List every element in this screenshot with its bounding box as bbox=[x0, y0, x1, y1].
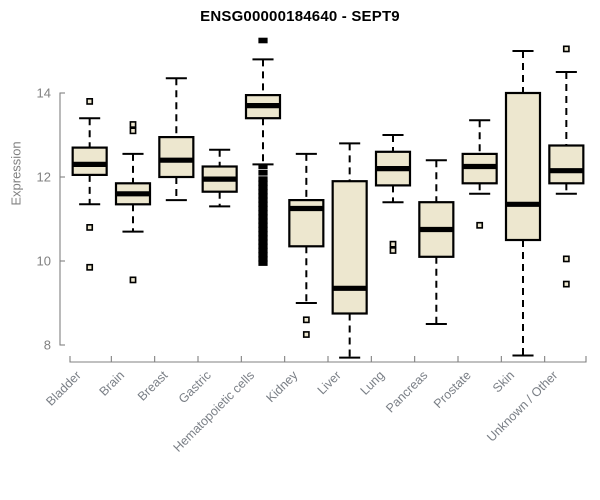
x-axis-category-label: Prostate bbox=[431, 368, 474, 411]
outlier-point bbox=[258, 37, 268, 44]
x-axis-category-label: Skin bbox=[490, 368, 517, 395]
x-axis-category-label: Brain bbox=[97, 368, 128, 399]
chart-title: ENSG00000184640 - SEPT9 bbox=[200, 8, 400, 25]
y-axis-tick-label: 12 bbox=[37, 170, 51, 185]
box-plot-group[interactable] bbox=[504, 50, 542, 357]
box-iqr[interactable] bbox=[548, 144, 585, 185]
y-axis-tick-label: 8 bbox=[44, 338, 51, 353]
outlier-point bbox=[562, 255, 570, 263]
y-axis-line bbox=[59, 92, 65, 346]
x-axis-category-label: Hematopoietic cells bbox=[171, 368, 258, 455]
y-axis-tick-label: 14 bbox=[37, 86, 51, 101]
outlier-point bbox=[258, 170, 268, 176]
box-iqr[interactable] bbox=[158, 136, 195, 179]
outlier-point bbox=[389, 240, 397, 248]
outlier-point bbox=[302, 316, 310, 324]
box-series bbox=[71, 37, 585, 359]
box-plot-group[interactable] bbox=[158, 77, 195, 202]
box-iqr[interactable] bbox=[504, 91, 542, 242]
outlier-point bbox=[129, 276, 137, 284]
box-plot-group[interactable] bbox=[374, 134, 412, 254]
x-axis-category-label: Breast bbox=[135, 368, 171, 404]
box-plot-group[interactable] bbox=[201, 148, 238, 208]
outlier-point bbox=[86, 224, 94, 231]
x-axis bbox=[69, 356, 587, 363]
box-iqr[interactable] bbox=[71, 146, 108, 177]
box-plot-group[interactable] bbox=[418, 159, 455, 325]
x-axis-category-label: Bladder bbox=[43, 368, 83, 408]
box-plot-group[interactable] bbox=[288, 152, 325, 338]
box-plot-group[interactable] bbox=[244, 37, 282, 266]
outlier-point bbox=[562, 280, 570, 288]
y-axis: 8 10 12 14 bbox=[37, 86, 65, 353]
box-plot-group[interactable] bbox=[331, 142, 368, 359]
outlier-point bbox=[562, 45, 570, 53]
x-axis-category-label: Gastric bbox=[176, 368, 214, 406]
outlier-point bbox=[86, 263, 94, 271]
box-plot-group[interactable] bbox=[461, 119, 498, 229]
x-axis-category-label: Pancreas bbox=[383, 368, 430, 415]
outlier-point bbox=[302, 331, 310, 338]
x-axis-category-label: Kidney bbox=[264, 368, 301, 405]
box-plot-group[interactable] bbox=[114, 121, 152, 284]
box-plot-group[interactable] bbox=[71, 98, 108, 271]
y-axis-tick-label: 10 bbox=[37, 254, 51, 269]
x-axis-category-label: Lung bbox=[358, 368, 388, 398]
outlier-point bbox=[86, 98, 94, 105]
outlier-point bbox=[258, 260, 268, 266]
x-axis-category-label: Liver bbox=[315, 368, 344, 397]
outlier-point bbox=[389, 247, 397, 254]
outlier-point bbox=[129, 127, 137, 135]
box-iqr[interactable] bbox=[331, 180, 368, 315]
outlier-point bbox=[476, 221, 484, 229]
outlier-point bbox=[129, 121, 137, 128]
outlier-point bbox=[258, 163, 268, 170]
box-plot-group[interactable] bbox=[548, 45, 585, 288]
